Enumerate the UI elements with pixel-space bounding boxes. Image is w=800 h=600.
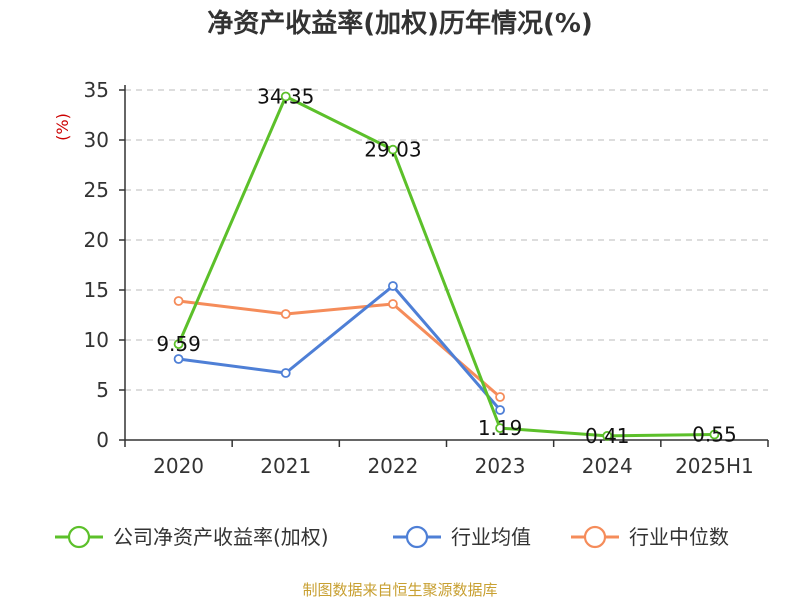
data-labels: 9.59 34.35 29.03 1.19 0.41 0.55 <box>156 85 736 448</box>
legend: 公司净资产收益率(加权) 行业均值 行业中位数 <box>55 525 729 549</box>
x-tick-label-2025H1: 2025H1 <box>675 454 754 478</box>
series-1-point-2022 <box>388 281 398 291</box>
series-2-point-2022 <box>388 299 398 309</box>
y-axis-unit-label: (%) <box>53 113 72 141</box>
series-0-point-2022 <box>388 144 398 155</box>
series-line-1 <box>178 284 502 411</box>
y-tick-label-30: 30 <box>84 128 109 152</box>
axes: 0 5 10 15 20 25 30 35 2020 2021 2022 2023 2024 2025H1 <box>84 78 769 478</box>
legend-item-2[interactable]: 行业中位数 <box>571 525 729 549</box>
x-tick-label-2021: 2021 <box>260 454 311 478</box>
y-tick-label-20: 20 <box>84 228 109 252</box>
legend-marker-1 <box>405 525 429 549</box>
legend-item-0[interactable]: 公司净资产收益率(加权) <box>55 525 329 549</box>
data-label-2021: 34.35 <box>257 85 314 109</box>
data-label-2025H1: 0.55 <box>692 423 737 447</box>
x-tick-label-2020: 2020 <box>153 454 204 478</box>
data-label-2023: 1.19 <box>478 416 523 440</box>
y-tick-label-15: 15 <box>84 278 109 302</box>
legend-marker-0 <box>67 525 91 549</box>
legend-label-1: 行业均值 <box>451 525 531 549</box>
series-2-point-2021 <box>280 309 291 319</box>
series-0-point-2020 <box>173 339 184 350</box>
series-2-point-2023 <box>495 392 505 402</box>
data-label-2022: 29.03 <box>364 138 421 162</box>
series-1-point-2023 <box>495 405 505 415</box>
series-0-point-2024 <box>602 430 613 441</box>
legend-item-1[interactable]: 行业均值 <box>393 525 531 549</box>
legend-label-2: 行业中位数 <box>629 525 729 549</box>
series-0-point-2025H1 <box>709 429 720 440</box>
series-line-2 <box>178 299 502 399</box>
chart-title: 净资产收益率(加权)历年情况(%) <box>207 8 593 39</box>
series-lines <box>173 91 720 441</box>
y-tick-label-10: 10 <box>84 328 109 352</box>
grid-lines <box>125 89 768 391</box>
y-tick-label-0: 0 <box>96 428 109 452</box>
y-tick-label-5: 5 <box>96 378 109 402</box>
x-tick-label-2024: 2024 <box>582 454 633 478</box>
series-0-point-2021 <box>280 91 291 102</box>
y-tick-label-25: 25 <box>84 178 109 202</box>
legend-label-0: 公司净资产收益率(加权) <box>113 525 329 549</box>
legend-marker-2 <box>583 525 607 549</box>
series-line-0 <box>177 95 715 438</box>
data-label-2024: 0.41 <box>585 424 630 448</box>
data-label-2020: 9.59 <box>156 332 201 356</box>
series-0-point-2023 <box>495 423 505 434</box>
source-note: 制图数据来自恒生聚源数据库 <box>302 581 497 599</box>
x-tick-label-2023: 2023 <box>475 454 526 478</box>
series-2-point-2020 <box>173 296 184 306</box>
y-tick-label-35: 35 <box>84 78 109 102</box>
x-tick-label-2022: 2022 <box>367 454 418 478</box>
series-1-point-2020 <box>173 354 184 364</box>
series-1-point-2021 <box>280 368 291 378</box>
